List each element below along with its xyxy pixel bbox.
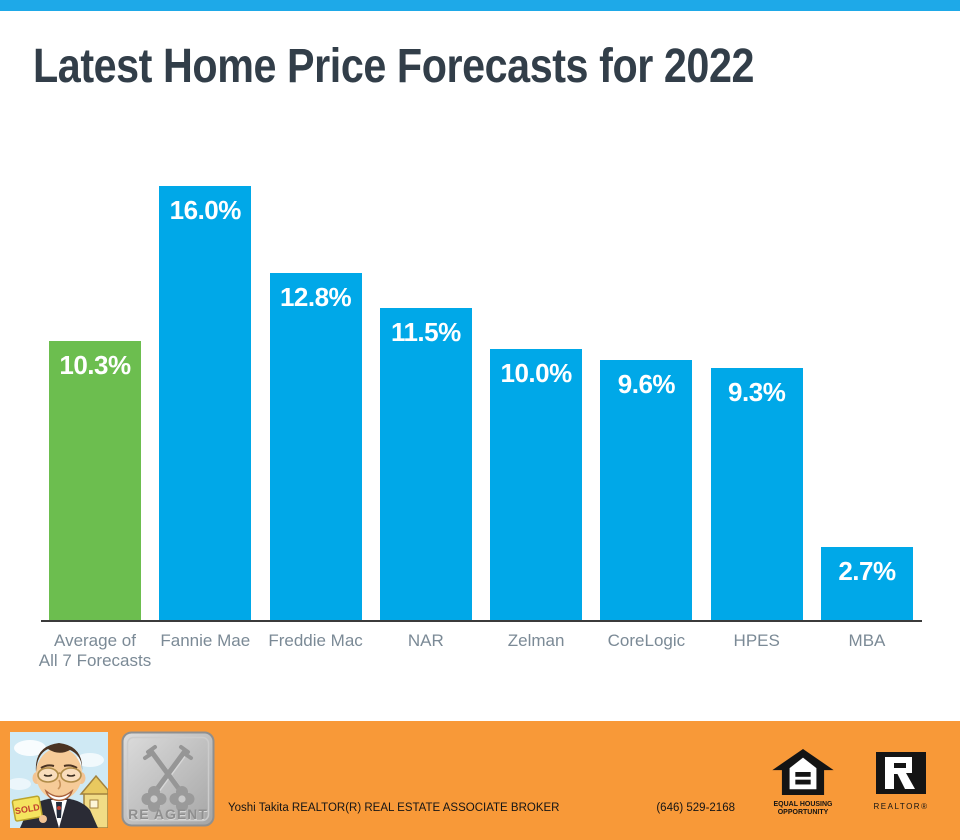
crossed-keys-icon	[141, 745, 195, 812]
agent-caricature-image: SOLD	[10, 732, 108, 828]
bar-cell: 11.5%	[379, 185, 472, 620]
x-axis-line	[41, 620, 922, 622]
bar-value-label: 12.8%	[279, 282, 352, 312]
top-accent-bar	[0, 0, 960, 11]
agent-line1: Yoshi Takita REALTOR(R) REAL ESTATE ASSO…	[228, 802, 560, 814]
bar-1: 16.0%	[159, 186, 252, 620]
bar-0: 10.3%	[49, 341, 141, 620]
bar-value-label: 9.6%	[617, 369, 676, 399]
bar-value-label: 9.3%	[728, 377, 786, 407]
realtor-logo: REALTOR®	[872, 752, 930, 811]
sold-sign-text: SOLD	[14, 802, 41, 816]
contact-info-text: (646) 529-2168 www.YoshiTakitaRealty.com	[593, 763, 735, 840]
agent-info-text: Yoshi Takita REALTOR(R) REAL ESTATE ASSO…	[228, 763, 559, 840]
category-cell: CoreLogic	[600, 631, 692, 675]
equal-housing-house-icon	[772, 749, 834, 795]
bar-cell: 2.7%	[820, 185, 913, 620]
footer-banner: SOLD	[0, 721, 960, 840]
category-cell: Average of All 7 Forecasts	[39, 631, 151, 675]
bar-value-label: 11.5%	[390, 317, 461, 347]
category-cell: NAR	[380, 631, 472, 675]
re-agent-badge: RE AGENT RE AGENT	[121, 731, 215, 827]
bar-value-label: 2.7%	[838, 556, 896, 586]
badge-text: RE AGENT	[128, 806, 208, 822]
category-label: NAR	[407, 631, 444, 650]
category-cell: Freddie Mac	[268, 631, 363, 675]
bar-cell: 12.8%	[269, 185, 362, 620]
realtor-r-icon	[876, 752, 926, 794]
category-label: Average of All 7 Forecasts	[38, 631, 152, 670]
bar-group: 10.3% 16.0% 12.8% 11.5% 10.0% 9.6% 9.3% 2.7%	[49, 185, 913, 620]
bar-7: 2.7%	[820, 547, 913, 620]
category-cell: HPES	[711, 631, 803, 675]
bar-2: 12.8%	[269, 273, 362, 620]
bar-3: 11.5%	[379, 308, 472, 620]
realtor-label: REALTOR®	[873, 802, 929, 811]
category-cell: Fannie Mae	[159, 631, 251, 675]
bar-cell: 9.3%	[710, 185, 803, 620]
bar-6: 9.3%	[710, 368, 803, 620]
bar-cell: 9.6%	[600, 185, 693, 620]
sold-sign: SOLD	[11, 795, 43, 822]
bar-cell: 10.3%	[49, 185, 141, 620]
chart-title: Latest Home Price Forecasts for 2022	[33, 40, 755, 93]
category-label: HPES	[733, 631, 780, 650]
bar-value-label: 10.3%	[59, 350, 131, 380]
eho-label-line1: EQUAL HOUSING	[773, 801, 833, 808]
bar-value-label: 16.0%	[169, 195, 242, 225]
bar-4: 10.0%	[490, 349, 583, 620]
equal-housing-logo: EQUAL HOUSING OPPORTUNITY	[770, 749, 836, 816]
bar-cell: 10.0%	[490, 185, 583, 620]
category-label: MBA	[848, 631, 886, 650]
category-label: Freddie Mac	[268, 631, 363, 650]
agent-phone: (646) 529-2168	[656, 802, 735, 814]
category-cell: Zelman	[490, 631, 582, 675]
eho-label-line2: OPPORTUNITY	[777, 808, 829, 816]
bar-5: 9.6%	[600, 360, 693, 620]
category-label: Fannie Mae	[160, 631, 251, 650]
bar-value-label: 10.0%	[500, 358, 573, 388]
category-axis: Average of All 7 Forecasts Fannie Mae Fredd…	[39, 631, 913, 675]
category-cell: MBA	[821, 631, 913, 675]
badge-text-highlight: RE AGENT	[129, 807, 209, 823]
bar-cell: 16.0%	[159, 185, 252, 620]
category-label: CoreLogic	[607, 631, 686, 650]
category-label: Zelman	[507, 631, 565, 650]
